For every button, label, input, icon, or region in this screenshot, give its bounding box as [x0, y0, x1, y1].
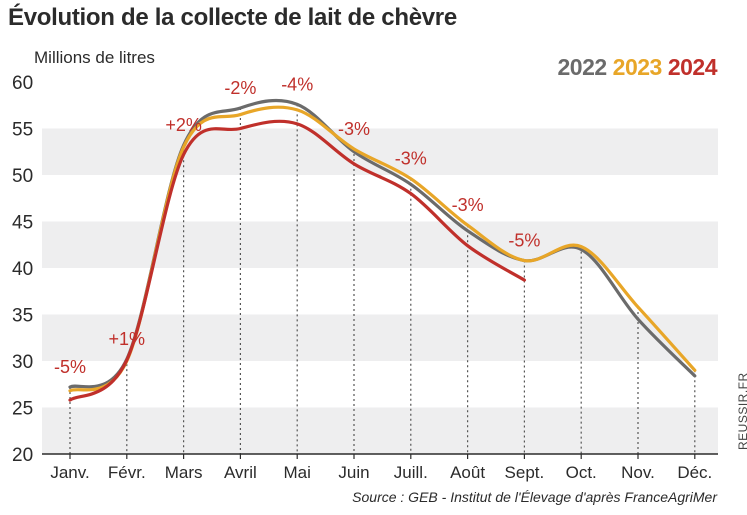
- annotation-label: -4%: [281, 74, 313, 94]
- annotation-label: -5%: [54, 357, 86, 377]
- background-band: [42, 314, 718, 361]
- background-band: [42, 407, 718, 454]
- legend-2022: 2022: [557, 54, 607, 80]
- y-tick-label: 25: [12, 399, 33, 420]
- x-tick-label: Oct.: [566, 463, 597, 482]
- x-ticks: Janv. Févr. Mars Avril Mai Juin Juill. Août Sept…: [50, 454, 712, 482]
- y-tick-label: 55: [12, 120, 33, 141]
- x-tick-label: Nov.: [621, 463, 655, 482]
- background-band: [42, 221, 718, 268]
- x-tick-label: Déc.: [677, 463, 712, 482]
- y-tick-label: 35: [12, 306, 33, 327]
- y-tick-label: 50: [12, 166, 33, 187]
- annotation-label: -2%: [224, 78, 256, 98]
- x-tick-label: Août: [450, 463, 485, 482]
- y-tick-label: 20: [12, 445, 33, 466]
- legend: 2022 2023 2024: [551, 54, 717, 81]
- series-lines: [68, 98, 697, 402]
- y-tick-label: 45: [12, 213, 33, 234]
- x-tick-label: Févr.: [108, 463, 146, 482]
- x-tick-label: Sept.: [505, 463, 545, 482]
- y-tick-label: 30: [12, 352, 33, 373]
- annotation-label: -5%: [508, 231, 540, 251]
- source-note: Source : GEB - Institut de l'Élevage d'a…: [352, 489, 717, 505]
- y-tick-label: 60: [12, 73, 33, 94]
- y-ticks: 20 25 30 35 40 45 50 55 60: [12, 73, 33, 466]
- series-line-2024: [68, 119, 526, 402]
- watermark: REUSSIR.FR: [736, 372, 747, 450]
- x-tick-label: Mai: [283, 463, 310, 482]
- x-tick-label: Juill.: [394, 463, 428, 482]
- chart-title: Évolution de la collecte de lait de chèv…: [8, 4, 457, 31]
- x-tick-label: Juin: [338, 463, 369, 482]
- vertical-guides: [69, 104, 696, 454]
- annotation-label: -3%: [452, 195, 484, 215]
- x-tick-label: Mars: [165, 463, 203, 482]
- annotation-label: +2%: [165, 115, 202, 135]
- legend-2024: 2024: [667, 54, 718, 80]
- x-tick-label: Avril: [224, 463, 257, 482]
- legend-2023: 2023: [612, 54, 663, 80]
- x-tick-label: Janv.: [50, 463, 89, 482]
- annotation-label: -3%: [395, 149, 427, 169]
- annotation-label: -3%: [338, 119, 370, 139]
- y-tick-label: 40: [12, 259, 33, 280]
- annotations: -5% +1% +2% -2% -4% -3% -3% -3% -5%: [54, 74, 540, 377]
- annotation-label: +1%: [109, 329, 146, 349]
- y-axis-label: Millions de litres: [34, 48, 155, 67]
